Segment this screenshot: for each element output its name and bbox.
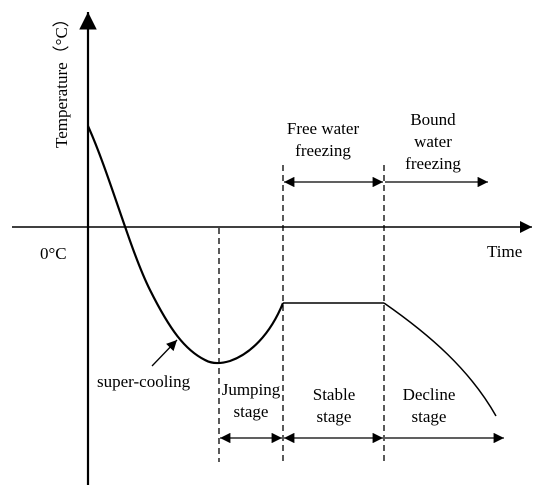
- zero-label: 0°C: [40, 244, 67, 263]
- cooling-curve: [86, 125, 285, 365]
- decline-label-2: stage: [412, 407, 447, 426]
- stable-label-2: stage: [317, 407, 352, 426]
- free-water-label-1: Free water: [287, 119, 360, 138]
- y-axis-label: Temperature（°C）: [52, 10, 71, 148]
- bound-water-label-2: water: [414, 132, 452, 151]
- bound-water-label-1: Bound: [410, 110, 456, 129]
- supercooling-label: super-cooling: [97, 372, 191, 391]
- x-axis-label: Time: [487, 242, 522, 261]
- decline-curve: [383, 302, 497, 417]
- jumping-label-1: Jumping: [222, 380, 281, 399]
- bound-water-label-3: freezing: [405, 154, 461, 173]
- decline-label-1: Decline: [403, 385, 456, 404]
- supercooling-pointer: [151, 339, 178, 367]
- free-water-label-2: freezing: [295, 141, 351, 160]
- stable-label-1: Stable: [313, 385, 356, 404]
- jumping-label-2: stage: [234, 402, 269, 421]
